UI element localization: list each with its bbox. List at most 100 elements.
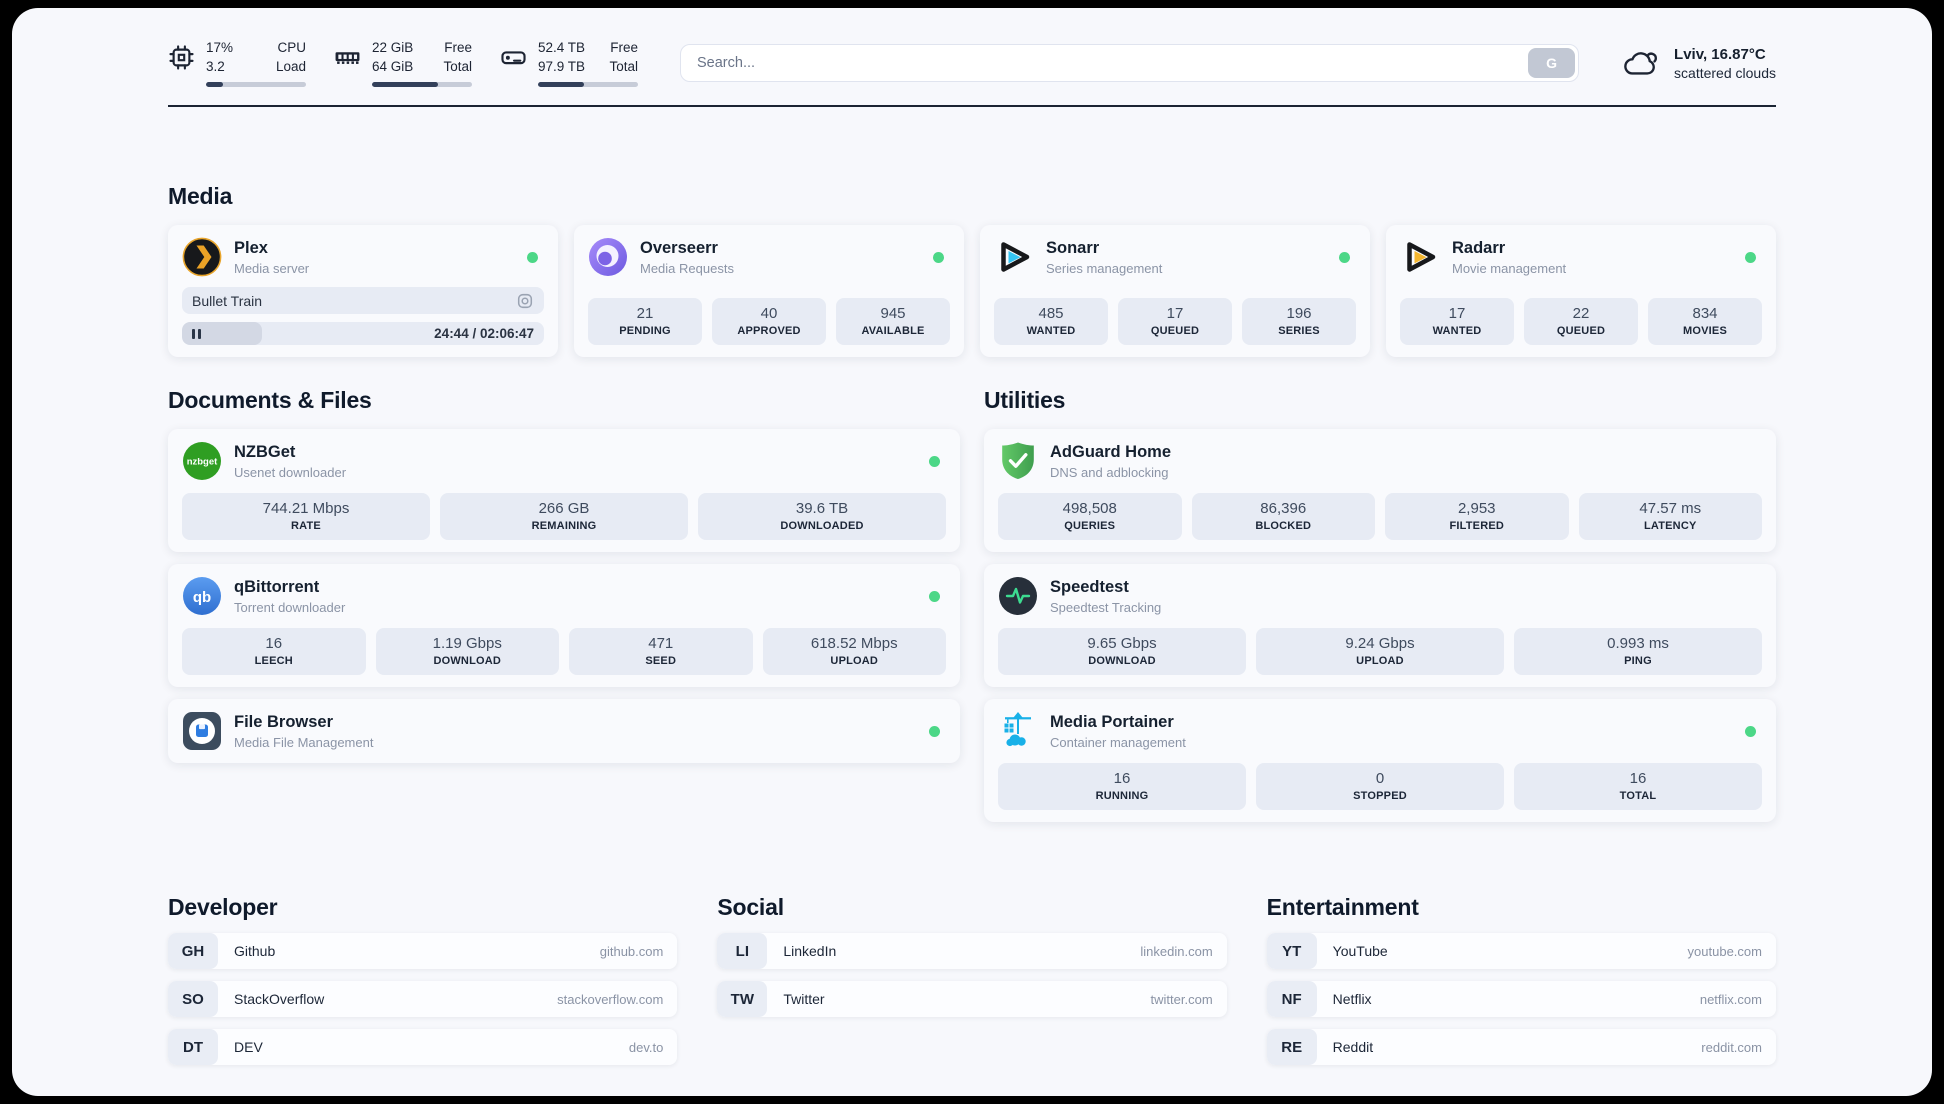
stat-stopped: 0 STOPPED	[1256, 763, 1504, 810]
memory-total-value: 64 GiB	[372, 59, 414, 74]
system-metrics: 17% 3.2 CPU Load	[168, 39, 638, 87]
radarr-icon	[1400, 237, 1440, 277]
stat-seed: 471 SEED	[569, 628, 753, 675]
section-title-developer: Developer	[168, 894, 278, 920]
filebrowser-icon	[182, 711, 222, 751]
app-card-speedtest[interactable]: Speedtest Speedtest Tracking 9.65 Gbps D…	[984, 564, 1776, 687]
app-card-filebrowser[interactable]: File Browser Media File Management	[168, 699, 960, 763]
app-name: Plex	[234, 238, 268, 257]
search-input[interactable]	[680, 44, 1580, 82]
app-card-radarr[interactable]: Radarr Movie management 17 WANTED 22 QUE…	[1386, 225, 1776, 357]
app-name: Overseerr	[640, 238, 718, 257]
top-bar: 17% 3.2 CPU Load	[168, 36, 1776, 90]
app-name: Radarr	[1452, 238, 1506, 257]
bookmark-stackoverflow[interactable]: SO StackOverflow stackoverflow.com	[168, 981, 678, 1017]
bookmark-name: Github	[234, 943, 276, 959]
app-desc: Usenet downloader	[234, 464, 347, 480]
app-name: File Browser	[234, 712, 334, 731]
bookmark-github[interactable]: GH Github github.com	[168, 933, 678, 969]
bookmark-linkedin[interactable]: LI LinkedIn linkedin.com	[717, 933, 1227, 969]
weather-condition: scattered clouds	[1674, 64, 1776, 81]
status-dot	[527, 251, 538, 263]
weather-location-temp: Lviv, 16.87°C	[1674, 45, 1766, 63]
app-card-overseerr[interactable]: Overseerr Media Requests 21 PENDING 40 A…	[574, 225, 964, 357]
app-card-qbittorrent[interactable]: qb qBittorrent Torrent downloader 16 LEE…	[168, 564, 960, 687]
app-desc: Container management	[1050, 734, 1186, 750]
stat-ping: 0.993 ms PING	[1514, 628, 1762, 675]
bookmark-name: StackOverflow	[234, 991, 325, 1007]
app-desc: Speedtest Tracking	[1050, 599, 1162, 615]
weather-widget[interactable]: Lviv, 16.87°C scattered clouds	[1621, 46, 1776, 81]
bookmark-reddit[interactable]: RE Reddit reddit.com	[1266, 1029, 1776, 1065]
stat-leech: 16 LEECH	[182, 628, 366, 675]
app-desc: Movie management	[1452, 260, 1567, 276]
disk-free-label: Free	[610, 40, 638, 56]
app-desc: DNS and adblocking	[1050, 464, 1169, 480]
memory-total-label: Total	[443, 59, 472, 74]
cpu-metric: 17% 3.2 CPU Load	[168, 39, 306, 87]
cpu-icon	[168, 44, 195, 71]
bookmark-twitter[interactable]: TW Twitter twitter.com	[717, 981, 1227, 1017]
disk-progress-bar	[538, 81, 638, 87]
stat-approved: 40 APPROVED	[712, 298, 826, 345]
bookmark-url: twitter.com	[1150, 991, 1213, 1007]
memory-progress-bar	[372, 81, 472, 87]
app-card-sonarr[interactable]: Sonarr Series management 485 WANTED 17 Q…	[980, 225, 1370, 357]
stat-upload: 618.52 Mbps UPLOAD	[762, 628, 946, 675]
speedtest-icon	[998, 576, 1038, 616]
app-desc: Media File Management	[234, 734, 374, 750]
bookmark-name: Netflix	[1332, 991, 1372, 1007]
stat-available: 945 AVAILABLE	[836, 298, 950, 345]
bookmark-youtube[interactable]: YT YouTube youtube.com	[1266, 933, 1776, 969]
app-name: Media Portainer	[1050, 712, 1174, 731]
memory-free-label: Free	[444, 40, 472, 56]
bookmark-url: linkedin.com	[1140, 943, 1213, 959]
bookmark-abbr: SO	[168, 981, 218, 1017]
bookmark-abbr: RE	[1266, 1029, 1317, 1065]
stat-remaining: 266 GB REMAINING	[440, 493, 688, 540]
status-dot	[929, 590, 940, 602]
bookmark-abbr: DT	[168, 1029, 218, 1065]
playback-progress[interactable]: 24:44 / 02:06:47	[182, 322, 544, 345]
sonarr-icon	[994, 237, 1034, 277]
portainer-icon	[998, 711, 1038, 751]
plex-icon	[182, 237, 222, 277]
app-name: qBittorrent	[234, 577, 320, 596]
app-desc: Series management	[1046, 260, 1163, 276]
stat-downloaded: 39.6 TB DOWNLOADED	[698, 493, 946, 540]
app-card-portainer[interactable]: Media Portainer Container management 16 …	[984, 699, 1776, 822]
dashboard-page: 17% 3.2 CPU Load	[12, 8, 1932, 1096]
stat-pending: 21 PENDING	[588, 298, 702, 345]
stat-queued: 22 QUEUED	[1524, 298, 1638, 345]
cpu-load-label: Load	[275, 59, 306, 74]
app-card-adguard[interactable]: AdGuard Home DNS and adblocking 498,508 …	[984, 429, 1776, 552]
disk-icon	[500, 44, 527, 71]
header-divider	[168, 105, 1776, 107]
memory-free-value: 22 GiB	[372, 40, 414, 56]
svg-text:qb: qb	[193, 589, 211, 606]
bookmark-url: dev.to	[628, 1039, 664, 1055]
bookmark-netflix[interactable]: NF Netflix netflix.com	[1266, 981, 1776, 1017]
bookmark-url: youtube.com	[1687, 943, 1762, 959]
stat-queries: 498,508 QUERIES	[998, 493, 1182, 540]
bookmark-url: netflix.com	[1699, 991, 1762, 1007]
section-title-documents: Documents & Files	[168, 387, 372, 413]
app-name: Speedtest	[1050, 577, 1129, 596]
app-name: NZBGet	[234, 442, 296, 461]
bookmark-dev[interactable]: DT DEV dev.to	[168, 1029, 678, 1065]
viewfinder-icon[interactable]	[516, 292, 534, 310]
bookmark-url: reddit.com	[1701, 1039, 1762, 1055]
app-card-nzbget[interactable]: nzbget NZBGet Usenet downloader 744.21 M…	[168, 429, 960, 552]
bookmark-name: DEV	[234, 1039, 263, 1055]
cpu-label: CPU	[277, 40, 306, 56]
search-engine-button[interactable]: G	[1528, 48, 1576, 78]
overseerr-icon	[588, 237, 628, 277]
cpu-load-value: 3.2	[206, 59, 225, 74]
bookmark-url: github.com	[599, 943, 664, 959]
cloud-icon	[1621, 46, 1661, 80]
cpu-usage-value: 17%	[206, 40, 234, 56]
now-playing-row[interactable]: Bullet Train	[182, 287, 544, 314]
bookmark-name: LinkedIn	[783, 943, 837, 959]
bookmark-abbr: LI	[717, 933, 768, 969]
app-card-plex[interactable]: Plex Media server Bullet Train	[168, 225, 558, 357]
